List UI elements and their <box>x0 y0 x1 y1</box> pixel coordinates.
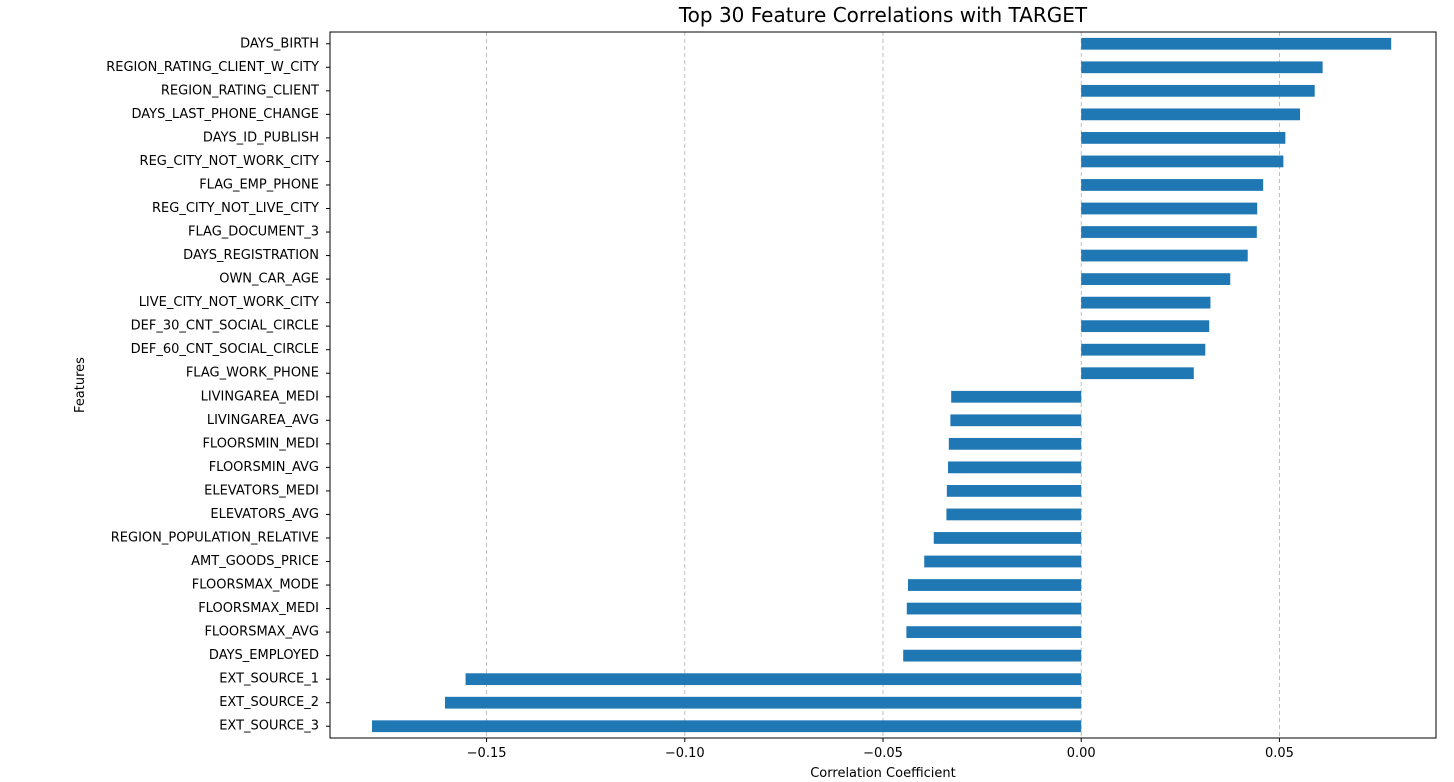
y-tick-label: DAYS_LAST_PHONE_CHANGE <box>131 107 319 122</box>
y-tick-label: REG_CITY_NOT_WORK_CITY <box>140 154 320 169</box>
y-tick-label: DAYS_REGISTRATION <box>183 248 319 263</box>
bar <box>1081 343 1206 356</box>
bar <box>924 555 1082 568</box>
bar <box>1081 132 1286 144</box>
y-tick-label: FLAG_WORK_PHONE <box>186 366 319 381</box>
bar <box>903 649 1082 662</box>
y-tick-label: FLOORSMAX_AVG <box>204 625 319 640</box>
bar <box>1081 155 1284 168</box>
bar <box>1081 367 1194 380</box>
y-tick-label: LIVINGAREA_AVG <box>207 413 319 428</box>
y-tick-label: EXT_SOURCE_3 <box>219 719 319 734</box>
bar <box>1081 296 1211 309</box>
y-tick-label: REGION_RATING_CLIENT_W_CITY <box>106 60 319 75</box>
y-tick-label: LIVINGAREA_MEDI <box>201 389 319 404</box>
y-tick-label: DAYS_EMPLOYED <box>209 648 319 663</box>
bar <box>948 437 1082 450</box>
y-tick-label: FLOORSMAX_MEDI <box>198 601 319 616</box>
bar <box>907 579 1082 591</box>
x-tick-label: −0.15 <box>467 746 507 761</box>
bar <box>951 390 1082 403</box>
bar <box>1081 108 1301 121</box>
x-tick-label: −0.05 <box>863 746 903 761</box>
bar <box>465 673 1082 686</box>
y-tick-label: DEF_60_CNT_SOCIAL_CIRCLE <box>131 342 319 357</box>
y-tick-label: FLOORSMAX_MODE <box>192 578 319 593</box>
bar <box>1081 84 1315 97</box>
bar <box>372 720 1082 733</box>
y-tick-label: FLAG_DOCUMENT_3 <box>188 225 319 240</box>
bar <box>1081 37 1392 50</box>
bar <box>1081 249 1248 262</box>
x-axis-ticks: −0.15 −0.10 −0.05 0.00 0.05 <box>467 738 1294 761</box>
bar <box>946 485 1082 497</box>
bar <box>933 532 1082 544</box>
y-axis-label: Features <box>73 357 88 413</box>
bar <box>950 414 1082 427</box>
bar <box>1081 61 1323 74</box>
y-tick-label: EXT_SOURCE_1 <box>219 672 319 687</box>
bar <box>906 626 1082 638</box>
bar <box>444 696 1082 709</box>
y-tick-label: DAYS_BIRTH <box>240 36 319 51</box>
y-tick-label: ELEVATORS_MEDI <box>204 483 319 498</box>
bar <box>1081 273 1231 285</box>
bar <box>1081 179 1264 191</box>
x-tick-label: 0.00 <box>1067 746 1096 761</box>
bars <box>372 37 1392 733</box>
y-axis-ticks: DAYS_BIRTH REGION_RATING_CLIENT_W_CITY REG… <box>106 36 330 734</box>
bar <box>1081 202 1258 215</box>
bar <box>946 508 1082 521</box>
y-tick-label: LIVE_CITY_NOT_WORK_CITY <box>139 295 319 310</box>
y-tick-label: FLOORSMIN_MEDI <box>202 436 319 451</box>
y-tick-label: DAYS_ID_PUBLISH <box>203 130 319 145</box>
bar <box>906 602 1082 615</box>
x-axis-label: Correlation Coefficient <box>810 766 956 781</box>
y-tick-label: OWN_CAR_AGE <box>219 272 319 287</box>
gridlines <box>486 32 1280 738</box>
bar <box>948 461 1082 474</box>
y-tick-label: FLAG_EMP_PHONE <box>199 177 319 192</box>
y-tick-label: REGION_RATING_CLIENT <box>161 83 319 98</box>
x-tick-label: 0.05 <box>1265 746 1294 761</box>
bar <box>1081 226 1257 238</box>
y-tick-label: REG_CITY_NOT_LIVE_CITY <box>152 201 319 216</box>
y-tick-label: REGION_POPULATION_RELATIVE <box>111 530 319 545</box>
bar <box>1081 320 1210 333</box>
y-tick-label: EXT_SOURCE_2 <box>219 695 319 710</box>
y-tick-label: AMT_GOODS_PRICE <box>191 554 319 569</box>
y-tick-label: FLOORSMIN_AVG <box>209 460 319 475</box>
chart-title: Top 30 Feature Correlations with TARGET <box>678 3 1088 27</box>
y-tick-label: ELEVATORS_AVG <box>210 507 319 522</box>
x-tick-label: −0.10 <box>665 746 705 761</box>
y-tick-label: DEF_30_CNT_SOCIAL_CIRCLE <box>131 319 319 334</box>
